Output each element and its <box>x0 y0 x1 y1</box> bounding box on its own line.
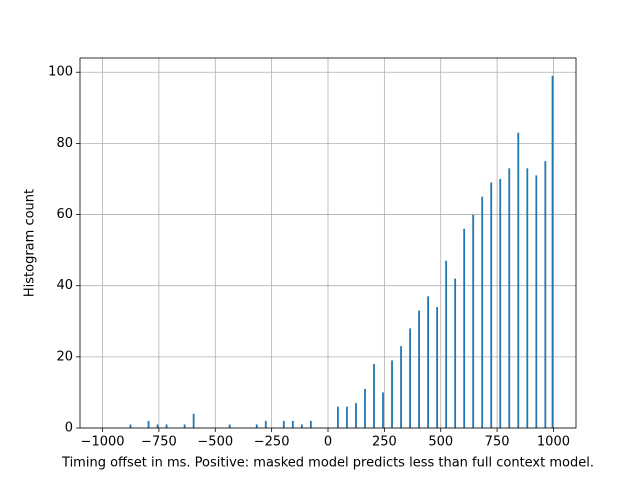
bar <box>409 328 411 428</box>
x-tick-label: 750 <box>485 435 510 450</box>
bar <box>544 161 547 428</box>
bar <box>445 260 448 428</box>
x-tick-label: 0 <box>324 435 332 450</box>
bar <box>391 360 393 428</box>
bar <box>373 363 375 428</box>
y-tick-label: 40 <box>56 278 73 293</box>
bar <box>337 406 339 428</box>
bar <box>508 168 511 429</box>
bar <box>535 175 538 428</box>
x-tick-label: −250 <box>254 435 290 450</box>
bar <box>364 388 366 428</box>
bar <box>526 168 529 429</box>
bar <box>282 420 285 428</box>
x-tick-label: 250 <box>372 435 397 450</box>
bar <box>183 424 186 428</box>
bar <box>472 214 475 428</box>
bar <box>418 310 420 428</box>
bar <box>382 392 384 428</box>
bar <box>517 132 520 428</box>
x-axis-label: Timing offset in ms. Positive: masked mo… <box>61 456 594 471</box>
x-tick-label: −1000 <box>81 435 125 450</box>
plot-frame <box>79 57 577 429</box>
bar <box>309 420 312 428</box>
bar <box>255 424 258 428</box>
bar <box>156 424 159 428</box>
x-tick-label: 500 <box>428 435 453 450</box>
bar <box>427 296 430 428</box>
bar <box>454 278 457 428</box>
bar <box>291 420 294 428</box>
y-tick-label: 20 <box>56 349 73 364</box>
bar <box>300 424 303 428</box>
bar <box>436 307 439 428</box>
bar <box>355 403 357 428</box>
bar <box>481 196 484 428</box>
y-tick-label: 60 <box>56 207 73 222</box>
bar <box>129 424 132 428</box>
bar <box>499 178 502 428</box>
y-tick-label: 100 <box>48 65 73 80</box>
x-tick-label: 1000 <box>537 435 570 450</box>
bar <box>490 182 493 428</box>
bar <box>463 228 466 428</box>
x-tick-label: −750 <box>141 435 177 450</box>
bar <box>228 424 231 428</box>
bar <box>165 424 168 428</box>
bar <box>264 420 267 428</box>
bar <box>192 413 195 428</box>
x-tick-label: −500 <box>197 435 233 450</box>
y-tick-label: 0 <box>65 421 73 436</box>
y-tick-label: 80 <box>56 136 73 151</box>
y-axis-label: Histogram count <box>23 189 38 297</box>
bar <box>400 346 402 428</box>
bar <box>147 420 150 428</box>
bar <box>551 75 554 429</box>
bar <box>346 406 348 428</box>
